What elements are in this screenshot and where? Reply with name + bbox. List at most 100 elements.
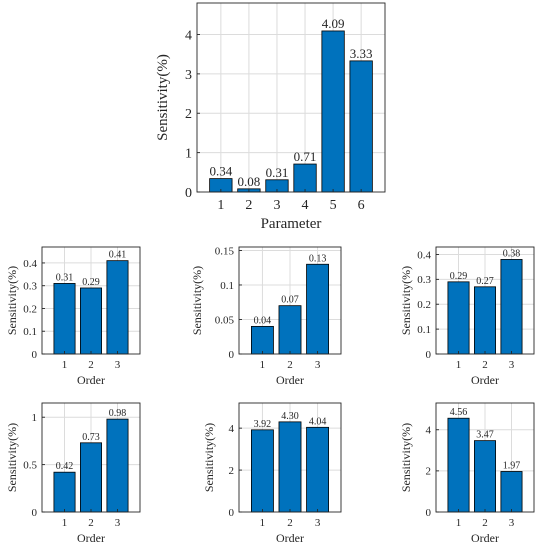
data-label-1: 0.42: [56, 461, 74, 472]
y-tick-label: 2: [185, 107, 192, 122]
y-axis-title: Sensitivity(%): [5, 266, 19, 335]
bar-3: [106, 260, 129, 355]
y-tick-label: 0: [426, 507, 432, 519]
chart-panel-row2-col2: 3.92 4.30 4.04 0 2 4 1 2 3 Order Sensitivity(%): [202, 402, 342, 545]
y-tick-label: 0.15: [215, 245, 235, 257]
x-tick-label: 1: [456, 359, 462, 371]
bar-3: [500, 471, 523, 513]
y-tick-label: 0.2: [417, 299, 431, 311]
chart-panel-row1-col2: 0.04 0.07 0.13 0 0.05 0.1 0.15 1 2 3 Order Sensitiv…: [190, 245, 342, 387]
data-label-2: 0.08: [238, 174, 261, 189]
data-label-3: 0.13: [309, 253, 327, 264]
data-label-6: 3.33: [350, 46, 373, 61]
data-label-3: 0.38: [503, 248, 521, 259]
x-axis-title: Order: [77, 373, 105, 387]
x-tick-label: 3: [315, 359, 321, 371]
x-tick-label: 2: [88, 359, 94, 371]
bar-3: [106, 418, 129, 513]
y-tick-label: 0.5: [23, 459, 37, 471]
chart-panel-main: 0.34 0.08 0.31 0.71 4.09 3.33 0 1 2 3 4 1 2 3 4 5 6 Param…: [155, 2, 386, 232]
bar-2: [474, 286, 496, 355]
data-label-3: 1.97: [503, 460, 521, 471]
x-tick-label: 3: [509, 359, 515, 371]
y-tick-label: 2: [426, 466, 432, 478]
y-axis-title: Sensitivity(%): [5, 423, 19, 492]
y-tick-label: 0.3: [417, 274, 431, 286]
bar-1: [447, 281, 470, 355]
data-label-4: 0.71: [294, 149, 317, 164]
x-axis-title: Order: [471, 531, 499, 545]
y-tick-label: 0.4: [417, 249, 431, 261]
x-tick-label: 1: [62, 359, 68, 371]
data-label-3: 0.31: [266, 165, 289, 180]
data-label-5: 4.09: [322, 16, 345, 31]
y-tick-label: 0.1: [220, 280, 234, 292]
x-tick-label: 3: [315, 517, 321, 529]
bar-1: [53, 471, 76, 513]
data-label-2: 0.73: [82, 432, 100, 443]
x-tick-label: 2: [482, 517, 488, 529]
data-label-3: 4.04: [309, 416, 327, 427]
x-tick-label: 2: [482, 359, 488, 371]
x-tick-label: 4: [302, 198, 309, 213]
data-label-2: 3.47: [476, 430, 494, 441]
data-label-1: 0.34: [209, 164, 232, 179]
bar-1: [53, 283, 76, 355]
x-tick-label: 3: [115, 359, 121, 371]
x-tick-label: 2: [88, 517, 94, 529]
x-tick-label: 1: [260, 517, 266, 529]
y-tick-label: 1: [185, 147, 192, 162]
y-tick-label: 0: [185, 186, 192, 201]
bar-1: [251, 325, 274, 355]
bar-6: [349, 60, 373, 193]
bar-4: [293, 163, 317, 193]
x-tick-label: 2: [287, 517, 293, 529]
y-axis-title: Sensitivity(%): [202, 423, 216, 492]
y-tick-label: 0: [32, 349, 38, 361]
y-axis-title: Sensitivity(%): [399, 266, 413, 335]
bar-1: [251, 429, 274, 513]
data-label-3: 0.41: [109, 250, 127, 261]
bar-3: [306, 426, 329, 513]
bar-2: [80, 287, 102, 355]
y-tick-label: 1: [32, 412, 38, 424]
y-tick-label: 4: [426, 425, 432, 437]
bar-2: [80, 442, 102, 513]
y-tick-label: 0.4: [23, 258, 37, 270]
y-tick-label: 0: [32, 507, 38, 519]
bar-3: [500, 259, 523, 355]
x-tick-label: 1: [260, 359, 266, 371]
bar-2: [278, 421, 302, 513]
data-label-1: 0.29: [450, 271, 468, 282]
x-axis-title: Order: [471, 373, 499, 387]
x-tick-label: 1: [217, 198, 224, 213]
x-axis-title: Parameter: [261, 216, 322, 232]
y-tick-label: 2: [229, 465, 235, 477]
data-label-2: 0.29: [82, 277, 100, 288]
data-label-2: 4.30: [281, 411, 299, 422]
axes-box: [196, 2, 386, 193]
x-tick-label: 5: [330, 198, 337, 213]
y-tick-label: 0.05: [215, 314, 235, 326]
y-tick-label: 0: [229, 349, 235, 361]
y-tick-label: 0.1: [417, 324, 431, 336]
y-tick-label: 3: [185, 68, 192, 83]
data-label-1: 0.04: [254, 315, 272, 326]
bar-3: [306, 263, 329, 355]
x-axis-title: Order: [276, 531, 304, 545]
x-tick-label: 3: [273, 198, 280, 213]
data-label-2: 0.07: [281, 295, 299, 306]
bar-5: [321, 30, 345, 193]
y-axis-title: Sensitivity(%): [155, 54, 171, 141]
data-label-2: 0.27: [476, 276, 494, 287]
y-tick-label: 0.1: [23, 326, 37, 338]
x-tick-label: 2: [245, 198, 252, 213]
x-tick-label: 3: [115, 517, 121, 529]
data-label-1: 3.92: [254, 419, 272, 430]
x-tick-label: 1: [62, 517, 68, 529]
data-label-1: 4.56: [450, 407, 468, 418]
y-tick-label: 0.2: [23, 303, 37, 315]
chart-panel-row1-col3: 0.29 0.27 0.38 0 0.1 0.2 0.3 0.4 1 2 3 Order Sensiti…: [399, 246, 535, 387]
